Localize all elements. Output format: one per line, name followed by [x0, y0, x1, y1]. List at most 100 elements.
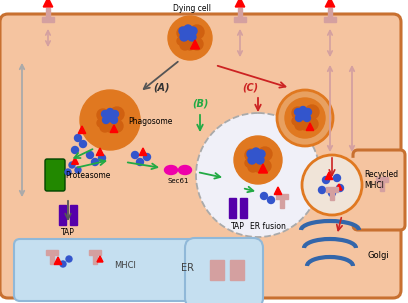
Ellipse shape [179, 165, 191, 175]
FancyBboxPatch shape [0, 14, 401, 298]
Polygon shape [274, 187, 282, 195]
Bar [230, 260, 244, 280]
Ellipse shape [164, 165, 177, 175]
Circle shape [100, 122, 110, 132]
Bar [380, 182, 384, 191]
Bar [276, 194, 288, 199]
FancyBboxPatch shape [14, 239, 221, 301]
Circle shape [75, 135, 82, 142]
Text: (A): (A) [153, 83, 169, 93]
Circle shape [248, 156, 256, 164]
Circle shape [253, 154, 263, 164]
Bar [328, 8, 332, 17]
Circle shape [295, 108, 302, 115]
Circle shape [304, 115, 310, 122]
Circle shape [292, 107, 304, 119]
Circle shape [66, 256, 72, 262]
Circle shape [256, 156, 264, 164]
Circle shape [304, 108, 311, 115]
Bar [210, 260, 224, 280]
Bar [59, 205, 66, 225]
Text: ER fusion: ER fusion [250, 222, 286, 231]
Circle shape [97, 119, 105, 127]
Bar [93, 255, 97, 264]
Text: (C): (C) [242, 83, 258, 93]
Text: TAP: TAP [231, 222, 245, 231]
Polygon shape [235, 0, 245, 7]
Bar [234, 17, 246, 22]
Circle shape [260, 192, 268, 199]
Circle shape [131, 152, 138, 158]
Bar [326, 187, 337, 192]
Bar [46, 8, 50, 17]
Polygon shape [259, 164, 268, 173]
Bar [70, 205, 77, 225]
Circle shape [189, 27, 197, 35]
Circle shape [252, 148, 260, 156]
Text: Sec61: Sec61 [167, 178, 189, 184]
Circle shape [299, 112, 306, 119]
Circle shape [69, 162, 75, 168]
Polygon shape [306, 123, 314, 131]
Circle shape [252, 154, 260, 162]
Circle shape [60, 261, 66, 267]
Circle shape [184, 25, 192, 33]
Bar [229, 198, 236, 218]
Text: ER: ER [181, 263, 194, 273]
Circle shape [292, 117, 300, 125]
Circle shape [98, 155, 106, 161]
Polygon shape [96, 148, 104, 155]
Circle shape [300, 112, 310, 122]
Polygon shape [72, 158, 78, 164]
Circle shape [190, 25, 204, 39]
Circle shape [186, 42, 194, 50]
Circle shape [106, 124, 114, 132]
Bar [330, 192, 334, 200]
Circle shape [137, 158, 144, 165]
FancyBboxPatch shape [353, 150, 405, 230]
Circle shape [295, 120, 305, 130]
Text: Phagosome: Phagosome [128, 118, 172, 126]
Circle shape [328, 189, 335, 197]
Bar [42, 17, 54, 22]
Circle shape [257, 150, 265, 158]
Bar [50, 255, 54, 264]
Text: MHCl: MHCl [114, 261, 136, 269]
Polygon shape [54, 257, 62, 265]
Text: Golgi: Golgi [368, 251, 390, 259]
Polygon shape [97, 256, 103, 262]
Circle shape [105, 114, 115, 124]
Bar [46, 250, 58, 255]
Circle shape [299, 106, 306, 114]
Bar [280, 199, 284, 208]
Bar [350, 158, 362, 222]
Polygon shape [325, 172, 333, 179]
Text: TAP: TAP [61, 228, 75, 237]
Circle shape [110, 107, 124, 121]
Circle shape [144, 154, 151, 161]
Circle shape [180, 40, 190, 50]
Circle shape [97, 109, 109, 121]
Circle shape [102, 111, 109, 118]
Circle shape [301, 122, 309, 130]
Circle shape [185, 32, 195, 42]
Circle shape [91, 158, 98, 165]
Text: Dying cell: Dying cell [173, 4, 211, 13]
Circle shape [337, 185, 344, 191]
Circle shape [84, 94, 136, 146]
Circle shape [254, 164, 262, 172]
Circle shape [302, 155, 362, 215]
Circle shape [111, 120, 123, 132]
Polygon shape [336, 184, 342, 190]
Circle shape [75, 167, 81, 173]
Circle shape [184, 31, 192, 39]
Circle shape [196, 113, 320, 237]
FancyBboxPatch shape [45, 159, 65, 191]
Bar [89, 250, 101, 255]
Circle shape [305, 105, 319, 119]
Polygon shape [110, 125, 118, 132]
Circle shape [180, 33, 188, 41]
Circle shape [102, 116, 109, 124]
Circle shape [295, 115, 302, 122]
Polygon shape [78, 126, 86, 134]
